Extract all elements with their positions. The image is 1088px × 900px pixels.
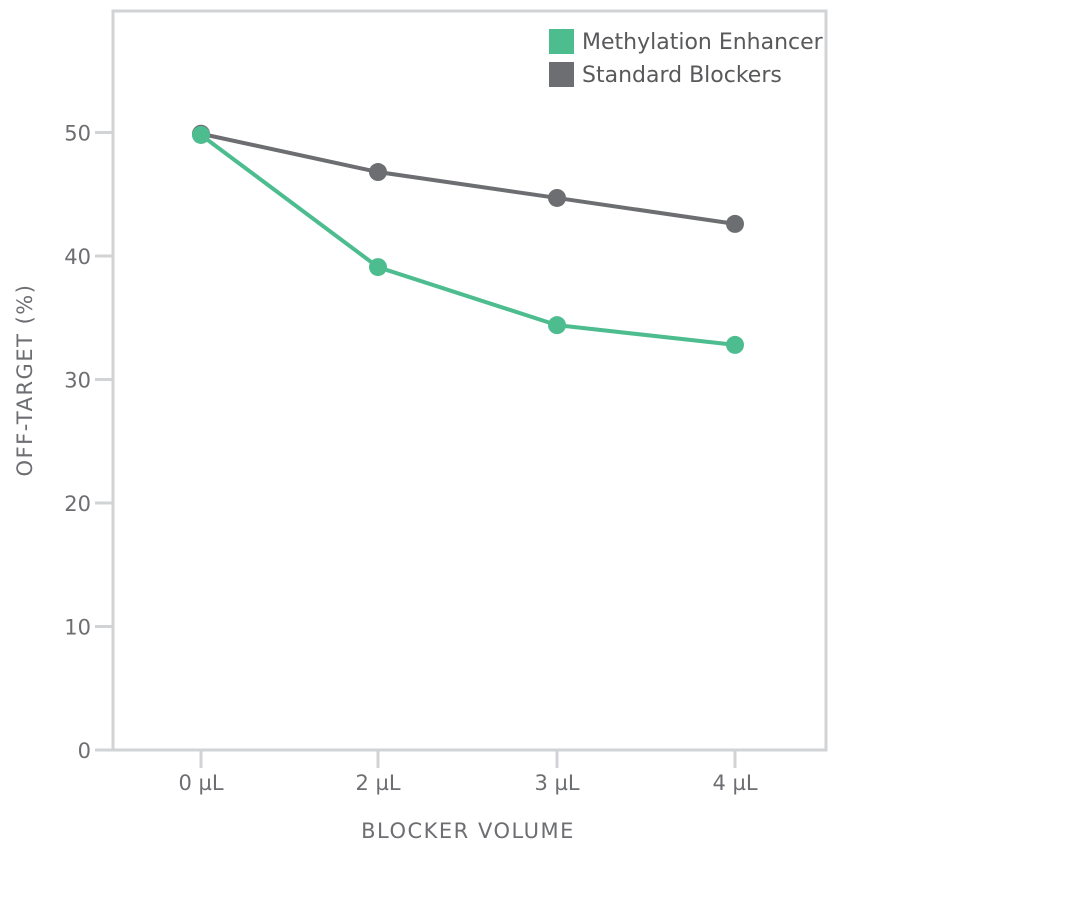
legend-label: Standard Blockers <box>582 63 782 88</box>
data-point <box>726 335 744 354</box>
data-point <box>548 188 566 207</box>
data-point <box>726 214 744 233</box>
x-tick-label: 4 µL <box>712 771 757 795</box>
legend-label: Methylation Enhancer <box>582 30 824 55</box>
x-tick-label: 2 µL <box>355 771 400 795</box>
data-point <box>548 316 566 335</box>
x-tick-label: 3 µL <box>534 771 579 795</box>
y-tick-label: 10 <box>64 616 91 640</box>
legend-swatch <box>549 62 574 87</box>
series-group <box>192 124 744 354</box>
plot-border <box>111 9 828 752</box>
x-tick-label: 0 µL <box>178 771 223 795</box>
y-tick-label: 20 <box>64 492 91 516</box>
plot-frame <box>111 9 828 752</box>
x-axis: 0 µL 2 µL 3 µL 4 µL <box>178 750 758 795</box>
y-tick-label: 40 <box>64 245 91 269</box>
x-axis-title: BLOCKER VOLUME <box>361 819 575 843</box>
data-point <box>369 258 387 277</box>
data-point <box>192 125 210 144</box>
y-tick-label: 50 <box>64 122 91 146</box>
y-tick-label: 0 <box>78 739 91 763</box>
y-axis: 0 10 20 30 40 50 <box>64 122 113 763</box>
data-point <box>369 163 387 182</box>
legend: Methylation Enhancer Standard Blockers <box>549 29 824 88</box>
series-line <box>199 133 736 347</box>
y-axis-title: OFF-TARGET (%) <box>13 284 37 477</box>
legend-swatch <box>549 29 574 54</box>
y-tick-label: 30 <box>64 369 91 393</box>
series-line <box>200 131 736 226</box>
